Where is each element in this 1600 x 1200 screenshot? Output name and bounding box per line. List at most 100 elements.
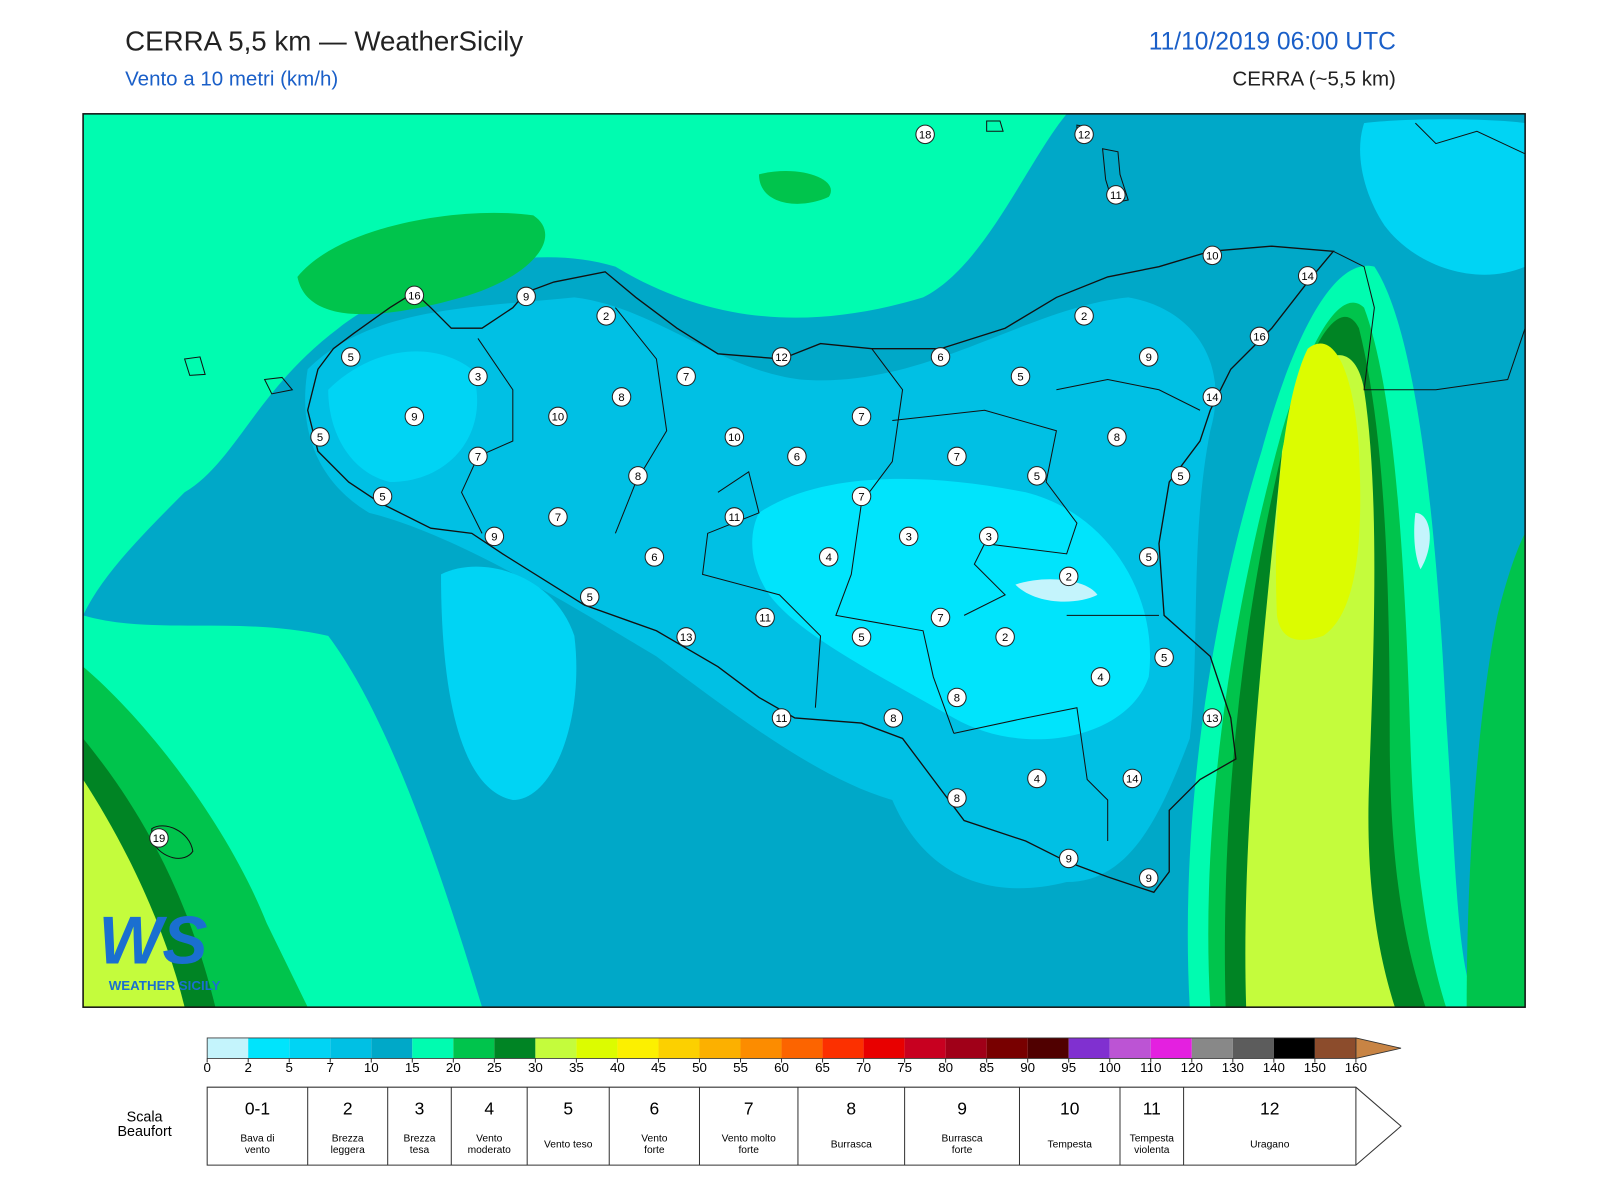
station-marker (1122, 768, 1143, 789)
station-marker (1090, 667, 1111, 687)
colorbar-segment (1068, 1037, 1110, 1059)
station-value: 3 (986, 531, 992, 543)
station-marker (1074, 124, 1094, 145)
station-marker (1106, 185, 1126, 205)
beaufort-description: forte (952, 1145, 973, 1156)
colorbar-segment (699, 1037, 741, 1059)
colorbar-tick-label: 70 (856, 1060, 871, 1075)
beaufort-description: forte (738, 1145, 759, 1156)
station-marker (596, 306, 616, 326)
field-calm (1015, 579, 1098, 602)
coastline (307, 245, 1335, 894)
station-value: 8 (890, 713, 896, 725)
station-value: 11 (1110, 190, 1122, 202)
colorbar-segment (658, 1037, 700, 1059)
datetime: 11/10/2019 06:00 UTC (1149, 29, 1396, 56)
colorbar-tick-label: 110 (1140, 1060, 1161, 1075)
colorbar-tick-label: 7 (327, 1060, 334, 1075)
station-value: 12 (775, 352, 788, 364)
colorbar-tick-label: 45 (651, 1060, 666, 1075)
station-value: 3 (906, 531, 912, 543)
station-value: 5 (1177, 471, 1183, 483)
station-value: 10 (1206, 250, 1219, 262)
station-marker (755, 607, 775, 628)
station-value: 14 (1126, 773, 1139, 785)
beaufort-force: 3 (415, 1098, 425, 1118)
colorbar-tick-label: 95 (1061, 1060, 1076, 1075)
field-cyan (305, 297, 1216, 889)
logo-name: WEATHER SICILY (109, 978, 221, 993)
station-marker (548, 406, 568, 427)
station-marker (404, 406, 425, 427)
station-marker (580, 587, 600, 607)
colorbar-tick-label: 100 (1099, 1060, 1121, 1075)
station-value: 5 (587, 592, 593, 604)
logo-mark: WS (98, 904, 207, 979)
beaufort-description: forte (644, 1145, 665, 1156)
station-marker (1249, 326, 1270, 347)
colorbar-tick-label: 20 (446, 1060, 461, 1075)
station-marker (724, 427, 745, 447)
station-marker (1202, 245, 1223, 266)
beaufort-description: Tempesta (1048, 1139, 1093, 1150)
colorbar-tick-label: 150 (1304, 1060, 1326, 1075)
station-marker (676, 627, 696, 647)
station-value: 7 (475, 451, 481, 463)
station-marker (310, 427, 330, 447)
beaufort-description: vento (245, 1145, 270, 1156)
station-value: 14 (1301, 271, 1314, 283)
station-marker (1010, 366, 1031, 387)
station-marker (611, 387, 632, 407)
colorbar-segment (576, 1037, 618, 1059)
colorbar-tick-label: 40 (610, 1060, 625, 1075)
station-value: 4 (1034, 773, 1040, 785)
station-value: 11 (759, 612, 771, 624)
station-value: 5 (317, 432, 323, 444)
beaufort-description: Uragano (1250, 1139, 1290, 1150)
colorbar-segment (207, 1037, 249, 1059)
title: CERRA 5,5 km — WeatherSicily (125, 25, 523, 56)
station-value: 5 (379, 491, 385, 503)
station-value: 9 (1146, 352, 1152, 364)
station-value: 9 (1146, 873, 1152, 885)
station-value: 5 (858, 632, 864, 644)
station-marker (468, 446, 488, 467)
station-marker (1154, 647, 1174, 668)
station-value: 3 (475, 371, 481, 383)
station-value: 2 (1081, 311, 1087, 323)
colorbar-tick-label: 90 (1020, 1060, 1035, 1075)
colorbar-segment (535, 1037, 577, 1059)
station-value: 8 (618, 392, 624, 404)
beaufort-description: moderato (468, 1145, 512, 1156)
colorbar-tick-label: 15 (405, 1060, 420, 1075)
station-value: 11 (729, 512, 741, 524)
station-marker (1138, 347, 1159, 367)
beaufort-force: 6 (650, 1098, 660, 1118)
colorbar-tick-label: 5 (286, 1060, 293, 1075)
field-cyan (441, 566, 577, 800)
station-marker (930, 347, 951, 367)
beaufort-description: Vento teso (544, 1139, 593, 1150)
station-marker (978, 526, 999, 547)
station-value: 8 (954, 793, 960, 805)
beaufort-description: Bava di (240, 1134, 274, 1145)
field-lightcyan (752, 478, 1151, 740)
colorbar-segment (863, 1037, 905, 1059)
station-value: 2 (1002, 632, 1008, 644)
station-marker (947, 687, 967, 708)
beaufort-force: 5 (563, 1098, 573, 1118)
beaufort-force: 8 (846, 1098, 856, 1118)
colorbar-segment (371, 1037, 413, 1059)
station-value: 2 (1066, 571, 1072, 583)
station-marker (644, 547, 665, 567)
colorbar-segment (248, 1037, 290, 1059)
field-yellow (1275, 343, 1361, 640)
colorbar-tick-label: 65 (815, 1060, 830, 1075)
station-value: 5 (1034, 471, 1040, 483)
colorbar-segment (945, 1037, 987, 1059)
colorbar-tick-label: 85 (979, 1060, 994, 1075)
station-value: 9 (491, 531, 497, 543)
station-marker (947, 788, 967, 808)
station-value: 9 (523, 291, 529, 303)
